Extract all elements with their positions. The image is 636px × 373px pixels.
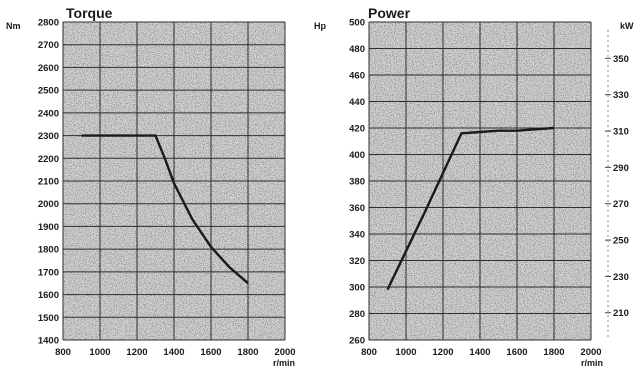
torque-chart: 800 1000 1200 1400 1600 1800 2000 1400 1500 1600 1…	[6, 5, 296, 368]
x-tick-label: 1200	[432, 347, 453, 358]
y-tick-label: 2200	[38, 154, 59, 165]
torque-x-unit: r/min	[273, 358, 295, 368]
kw-tick-label: 270	[613, 199, 629, 210]
kw-tick-label: 290	[613, 163, 629, 174]
kw-tick-label: 350	[613, 54, 629, 65]
y-tick-label: 400	[349, 150, 365, 161]
x-tick-label: 1400	[469, 347, 490, 358]
x-tick-label: 1800	[237, 347, 258, 358]
y-tick-label: 2600	[38, 63, 59, 74]
y-tick-label: 1700	[38, 267, 59, 278]
x-tick-label: 800	[361, 347, 377, 358]
y-tick-label: 360	[349, 203, 365, 214]
y-tick-label: 1400	[38, 336, 59, 347]
y-tick-label: 480	[349, 44, 365, 55]
kw-tick-label: 250	[613, 236, 629, 247]
kw-tick-label: 330	[613, 90, 629, 101]
y-tick-label: 1800	[38, 245, 59, 256]
kw-tick-label: 230	[613, 272, 629, 283]
x-tick-label: 1800	[543, 347, 564, 358]
kw-tick-label: 210	[613, 308, 629, 319]
x-tick-label: 1000	[89, 347, 110, 358]
y-tick-label: 2700	[38, 40, 59, 51]
y-tick-label: 420	[349, 124, 365, 135]
y-tick-label: 1500	[38, 313, 59, 324]
x-tick-label: 1000	[395, 347, 416, 358]
power-title: Power	[368, 5, 411, 21]
kw-tick-label: 310	[613, 127, 629, 138]
y-tick-label: 2800	[38, 18, 59, 29]
power-chart: 800 1000 1200 1400 1600 1800 2000 260 280 300 320 3…	[314, 5, 634, 368]
y-tick-label: 1900	[38, 222, 59, 233]
y-tick-label: 2300	[38, 131, 59, 142]
y-tick-label: 2100	[38, 177, 59, 188]
x-tick-label: 2000	[274, 347, 295, 358]
y-tick-label: 1600	[38, 290, 59, 301]
x-tick-label: 1400	[163, 347, 184, 358]
x-tick-label: 2000	[580, 347, 601, 358]
power-y-right-unit: kW	[620, 21, 634, 31]
y-tick-label: 300	[349, 283, 365, 294]
y-tick-label: 500	[349, 18, 365, 29]
y-tick-label: 2500	[38, 86, 59, 97]
x-tick-label: 1200	[126, 347, 147, 358]
torque-title: Torque	[66, 5, 113, 21]
x-tick-label: 1600	[506, 347, 527, 358]
torque-y-unit: Nm	[6, 21, 21, 31]
y-tick-label: 440	[349, 97, 365, 108]
power-kw-tick-labels: 210 230 250 270 290 310 330 350	[605, 54, 629, 319]
x-tick-label: 800	[55, 347, 71, 358]
y-tick-label: 380	[349, 177, 365, 188]
y-tick-label: 460	[349, 71, 365, 82]
y-tick-label: 2000	[38, 199, 59, 210]
y-tick-label: 340	[349, 230, 365, 241]
power-y-unit: Hp	[314, 21, 326, 31]
y-tick-label: 260	[349, 336, 365, 347]
x-tick-label: 1600	[200, 347, 221, 358]
y-tick-label: 2400	[38, 108, 59, 119]
y-tick-label: 280	[349, 309, 365, 320]
power-x-unit: r/min	[581, 358, 603, 368]
y-tick-label: 320	[349, 256, 365, 267]
